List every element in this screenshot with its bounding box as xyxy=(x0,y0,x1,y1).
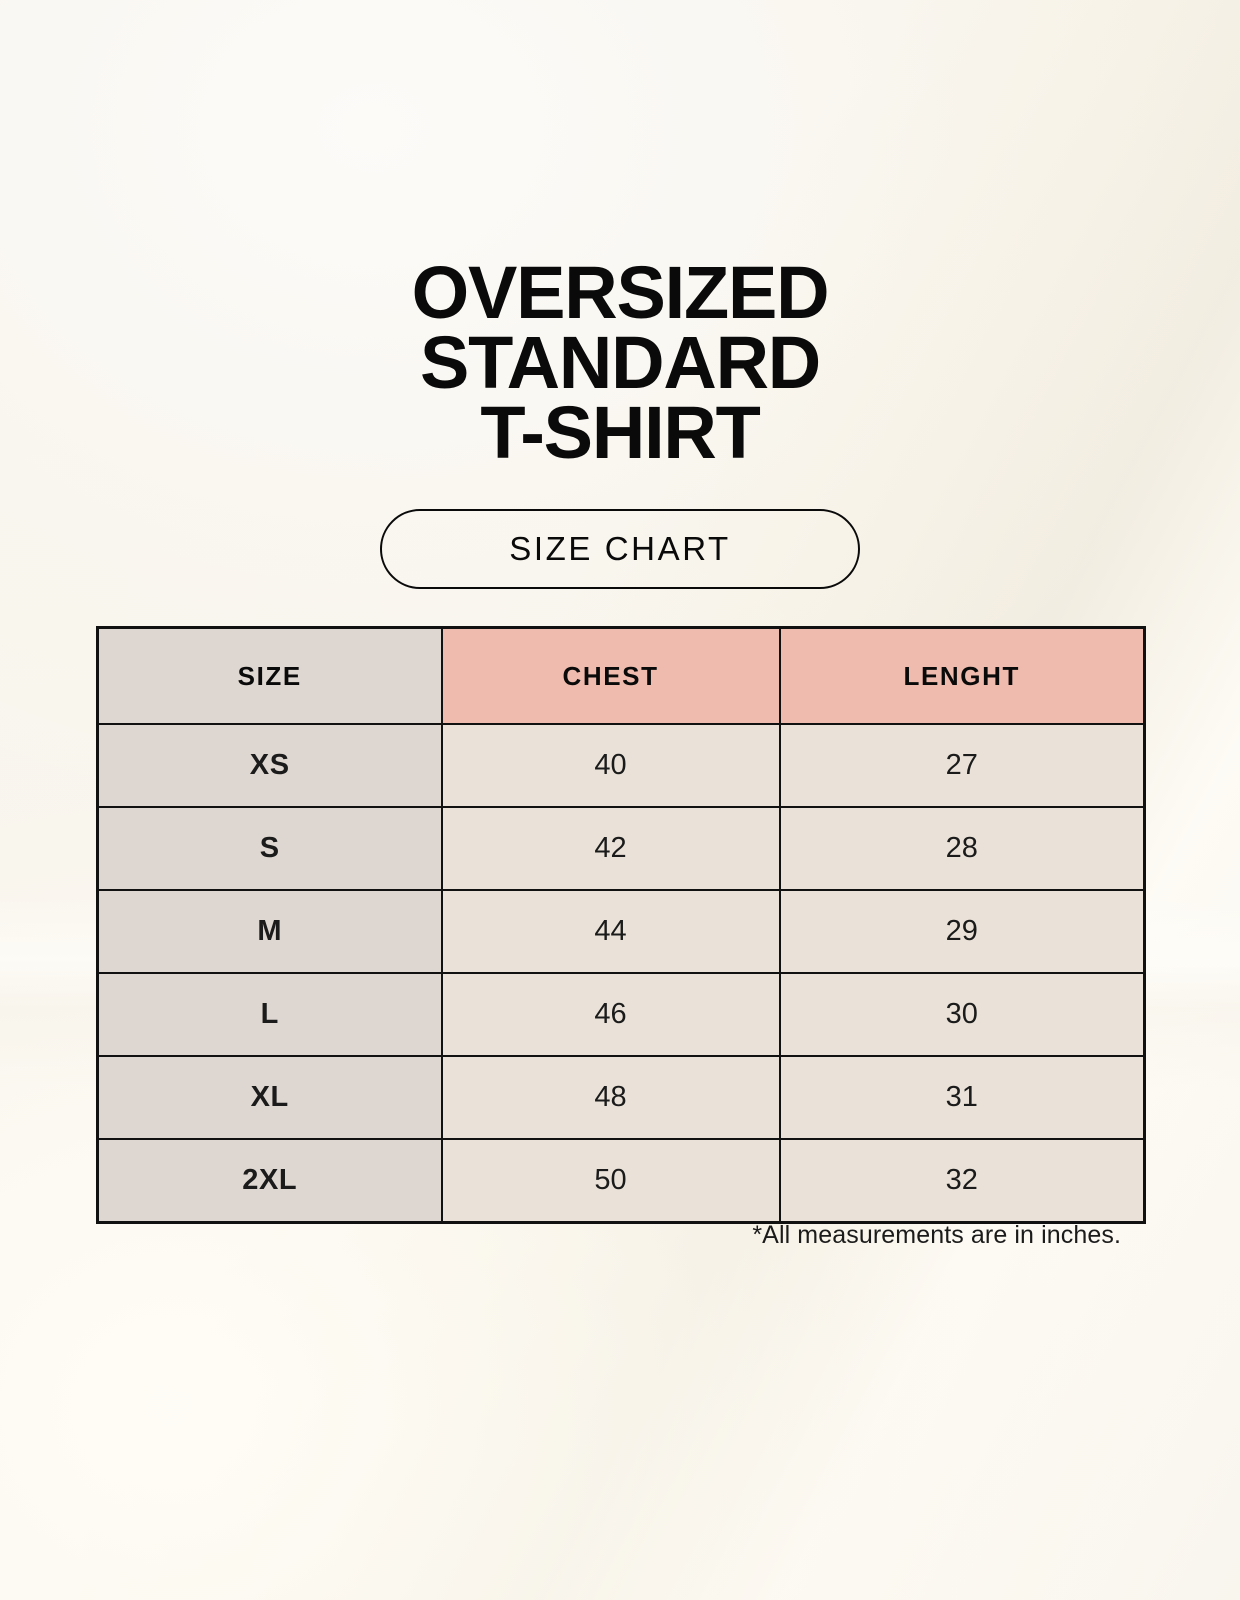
size-table: SIZE CHEST LENGHT XS 40 27 S 42 28 xyxy=(96,626,1146,1224)
cell-length: 28 xyxy=(778,806,1146,891)
cell-chest: 44 xyxy=(440,889,781,974)
cell-chest: 42 xyxy=(440,806,781,891)
table-row: 2XL 50 32 xyxy=(96,1138,1146,1224)
cell-chest: 48 xyxy=(440,1055,781,1140)
size-chart-badge-label: SIZE CHART xyxy=(509,530,731,567)
size-table-body: XS 40 27 S 42 28 M 44 29 L xyxy=(96,723,1146,1224)
title-line-1: OVERSIZED xyxy=(411,251,830,334)
cell-size: S xyxy=(96,806,443,891)
size-chart-badge-wrap: SIZE CHART xyxy=(0,509,1240,589)
table-row: XS 40 27 xyxy=(96,723,1146,808)
size-chart-badge: SIZE CHART xyxy=(380,509,860,589)
title-line-2: STANDARD xyxy=(419,321,821,404)
cell-length: 27 xyxy=(778,723,1146,808)
table-row: S 42 28 xyxy=(96,806,1146,891)
size-table-wrap: SIZE CHEST LENGHT XS 40 27 S 42 28 xyxy=(96,626,1146,1224)
cell-chest: 50 xyxy=(440,1138,781,1224)
cell-size: 2XL xyxy=(96,1138,443,1224)
cell-length: 29 xyxy=(778,889,1146,974)
measurements-footnote: *All measurements are in inches. xyxy=(752,1221,1121,1249)
table-row: L 46 30 xyxy=(96,972,1146,1057)
cell-size: L xyxy=(96,972,443,1057)
table-row: XL 48 31 xyxy=(96,1055,1146,1140)
cell-length: 31 xyxy=(778,1055,1146,1140)
cell-size: XS xyxy=(96,723,443,808)
cell-size: M xyxy=(96,889,443,974)
size-table-head: SIZE CHEST LENGHT xyxy=(96,626,1146,725)
table-row: M 44 29 xyxy=(96,889,1146,974)
cell-length: 30 xyxy=(778,972,1146,1057)
column-header-chest: CHEST xyxy=(440,626,781,725)
cell-chest: 40 xyxy=(440,723,781,808)
column-header-size: SIZE xyxy=(96,626,443,725)
table-header-row: SIZE CHEST LENGHT xyxy=(96,626,1146,725)
cell-length: 32 xyxy=(778,1138,1146,1224)
title-line-3: T-SHIRT xyxy=(480,391,761,474)
cell-chest: 46 xyxy=(440,972,781,1057)
page-title: OVERSIZED STANDARD T-SHIRT xyxy=(0,251,1240,474)
column-header-length: LENGHT xyxy=(778,626,1146,725)
cell-size: XL xyxy=(96,1055,443,1140)
